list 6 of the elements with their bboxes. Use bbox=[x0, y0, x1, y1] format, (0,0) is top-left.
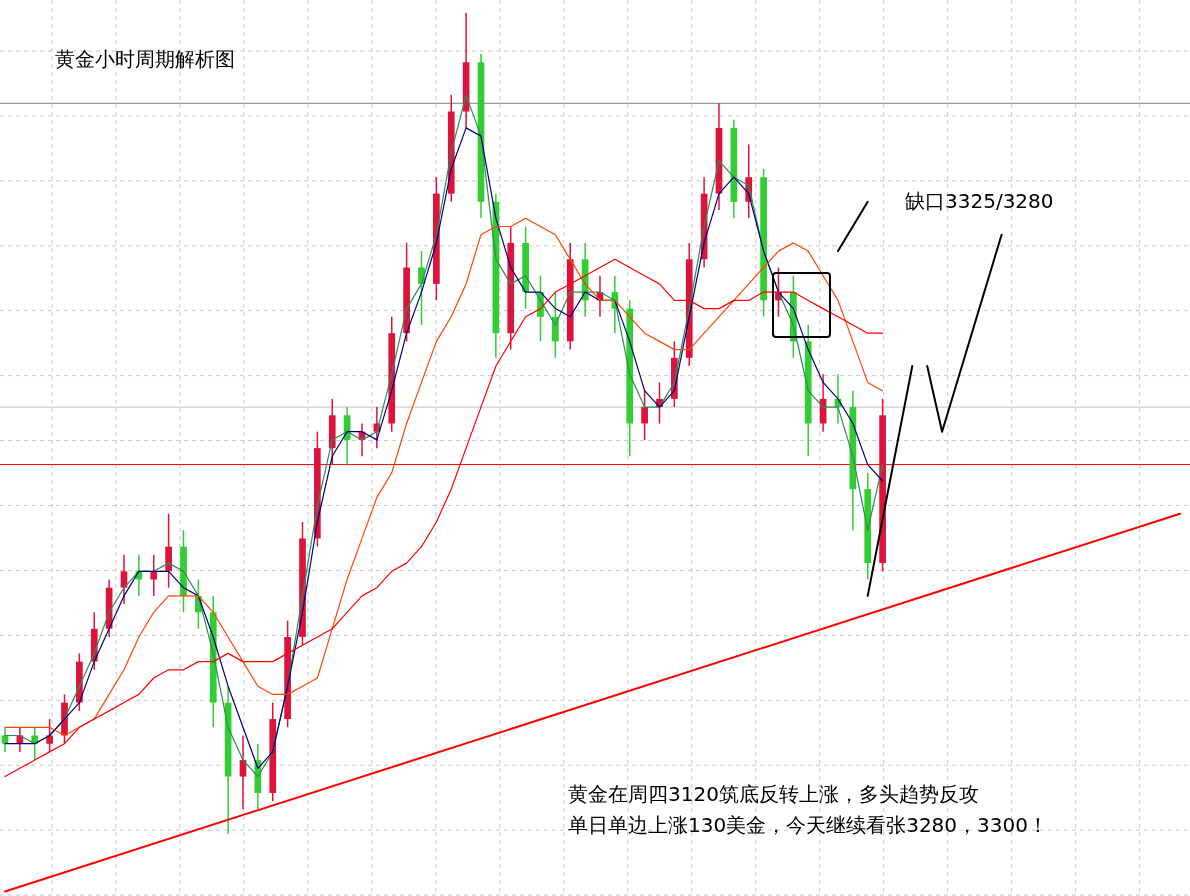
text: 黄金小时周期解析图 bbox=[55, 47, 235, 71]
candlestick bbox=[641, 389, 648, 441]
annotation: 黄金在周四3120筑底反转上涨，多头趋势反攻 bbox=[568, 782, 979, 806]
annotation: 缺口3325/3280 bbox=[905, 189, 1054, 213]
annotation: 单日单边上涨130美金，今天继续看张3280，3300！ bbox=[568, 813, 1048, 837]
candlestick bbox=[46, 718, 53, 753]
